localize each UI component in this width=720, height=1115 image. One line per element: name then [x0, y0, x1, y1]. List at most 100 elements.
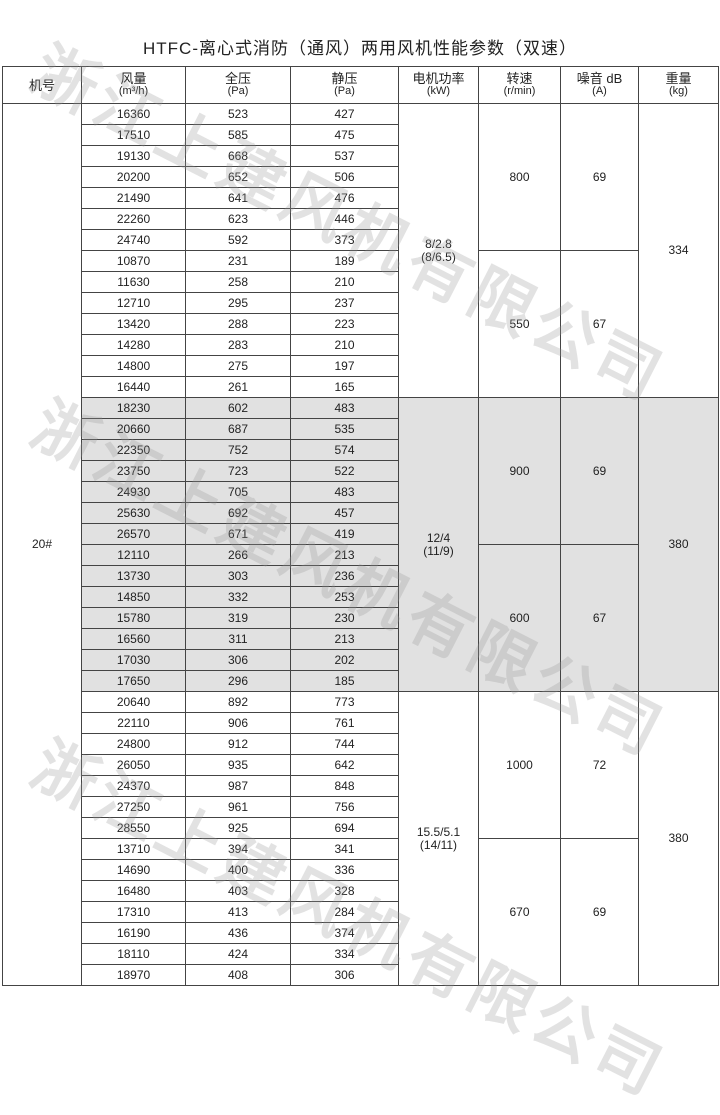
static-pressure-cell: 237 [290, 292, 399, 314]
static-pressure-cell: 475 [290, 124, 399, 146]
static-pressure-cell: 202 [290, 649, 399, 671]
total-pressure-cell: 687 [185, 418, 291, 440]
table-row: 11630 258 210 [3, 271, 719, 293]
noise-cell: 69 [560, 838, 639, 986]
airflow-cell: 25630 [81, 502, 186, 524]
table-row: 22260 623 446 [3, 208, 719, 230]
column-header-label: 电机功率 [412, 71, 465, 86]
total-pressure-cell: 261 [185, 376, 291, 398]
static-pressure-cell: 213 [290, 544, 399, 566]
model-cell: 20# [2, 103, 82, 986]
static-pressure-cell: 197 [290, 355, 399, 377]
motor-power-value: 15.5/5.1 [416, 824, 461, 839]
airflow-cell: 21490 [81, 187, 186, 209]
total-pressure-cell: 935 [185, 754, 291, 776]
static-pressure-cell: 306 [290, 964, 399, 986]
airflow-cell: 24930 [81, 481, 186, 503]
total-pressure-cell: 303 [185, 565, 291, 587]
airflow-cell: 18110 [81, 943, 186, 965]
table-row: 24370 987 848 [3, 775, 719, 797]
table-row: 20# 16360 523 427 8/2.8 (8/6.5) 800 69 334 [2, 103, 719, 986]
airflow-cell: 13710 [81, 838, 186, 860]
static-pressure-cell: 642 [290, 754, 399, 776]
static-pressure-cell: 210 [290, 334, 399, 356]
table-row: 14690 400 336 [3, 859, 719, 881]
table-row: 20640 892 773 15.5/5.1 (14/11) 1000 72 380 [3, 691, 719, 986]
column-header: 静压 (Pa) [290, 66, 399, 104]
airflow-cell: 18970 [81, 964, 186, 986]
total-pressure-cell: 671 [185, 523, 291, 545]
noise-cell: 69 [560, 103, 639, 251]
column-header: 重量 (kg) [638, 66, 719, 104]
total-pressure-cell: 925 [185, 817, 291, 839]
table-row: 24740 592 373 [3, 229, 719, 251]
table-row: 12110 266 213 600 67 [3, 544, 719, 692]
total-pressure-cell: 987 [185, 775, 291, 797]
motor-power-value: (11/9) [423, 543, 454, 558]
total-pressure-cell: 912 [185, 733, 291, 755]
total-pressure-cell: 523 [185, 103, 291, 125]
static-pressure-cell: 694 [290, 817, 399, 839]
speed-cell: 550 [478, 250, 561, 398]
airflow-cell: 16560 [81, 628, 186, 650]
total-pressure-cell: 408 [185, 964, 291, 986]
total-pressure-cell: 723 [185, 460, 291, 482]
airflow-cell: 24370 [81, 775, 186, 797]
table-row: 24930 705 483 [3, 481, 719, 503]
static-pressure-cell: 336 [290, 859, 399, 881]
airflow-cell: 20660 [81, 418, 186, 440]
table-row: 19130 668 537 [3, 145, 719, 167]
table-row: 26570 671 419 [3, 523, 719, 545]
total-pressure-cell: 424 [185, 943, 291, 965]
static-pressure-cell: 374 [290, 922, 399, 944]
airflow-cell: 10870 [81, 250, 186, 272]
total-pressure-cell: 400 [185, 859, 291, 881]
table-row: 28550 925 694 [3, 817, 719, 839]
total-pressure-cell: 306 [185, 649, 291, 671]
motor-power-value: 12/4 [426, 530, 451, 545]
total-pressure-cell: 283 [185, 334, 291, 356]
airflow-cell: 18230 [81, 397, 186, 419]
table-row: 16440 261 165 [3, 376, 719, 398]
table-row: 21490 641 476 [3, 187, 719, 209]
table-row: 16480 403 328 [3, 880, 719, 902]
total-pressure-cell: 961 [185, 796, 291, 818]
table-row: 25630 692 457 [3, 502, 719, 524]
column-header: 转速 (r/min) [478, 66, 561, 104]
table-row: 18230 602 483 12/4 (11/9) 900 69 380 [3, 397, 719, 692]
table-row: 13730 303 236 [3, 565, 719, 587]
column-header-label: 机号 [28, 77, 55, 93]
static-pressure-cell: 165 [290, 376, 399, 398]
column-header-label: 全压 [224, 71, 251, 86]
total-pressure-cell: 231 [185, 250, 291, 272]
column-header-unit: (Pa) [227, 85, 249, 97]
static-pressure-cell: 210 [290, 271, 399, 293]
total-pressure-cell: 623 [185, 208, 291, 230]
table-row: 26050 935 642 [3, 754, 719, 776]
airflow-cell: 14800 [81, 355, 186, 377]
static-pressure-cell: 574 [290, 439, 399, 461]
static-pressure-cell: 537 [290, 145, 399, 167]
airflow-cell: 24740 [81, 229, 186, 251]
noise-cell: 72 [560, 691, 639, 839]
airflow-cell: 24800 [81, 733, 186, 755]
airflow-cell: 22110 [81, 712, 186, 734]
airflow-cell: 22260 [81, 208, 186, 230]
total-pressure-cell: 705 [185, 481, 291, 503]
column-header-label: 静压 [331, 71, 358, 86]
total-pressure-cell: 275 [185, 355, 291, 377]
static-pressure-cell: 848 [290, 775, 399, 797]
airflow-cell: 16190 [81, 922, 186, 944]
speed-cell: 800 [478, 103, 561, 251]
total-pressure-cell: 906 [185, 712, 291, 734]
table-row: 13710 394 341 670 69 [3, 838, 719, 986]
column-header-unit: (Pa) [334, 85, 355, 97]
motor-power-value: 8/2.8 [425, 236, 452, 251]
airflow-cell: 16360 [81, 103, 186, 125]
total-pressure-cell: 892 [185, 691, 291, 713]
static-pressure-cell: 756 [290, 796, 399, 818]
noise-cell: 67 [560, 544, 639, 692]
airflow-cell: 14690 [81, 859, 186, 881]
total-pressure-cell: 319 [185, 607, 291, 629]
weight-cell: 380 [638, 397, 719, 692]
